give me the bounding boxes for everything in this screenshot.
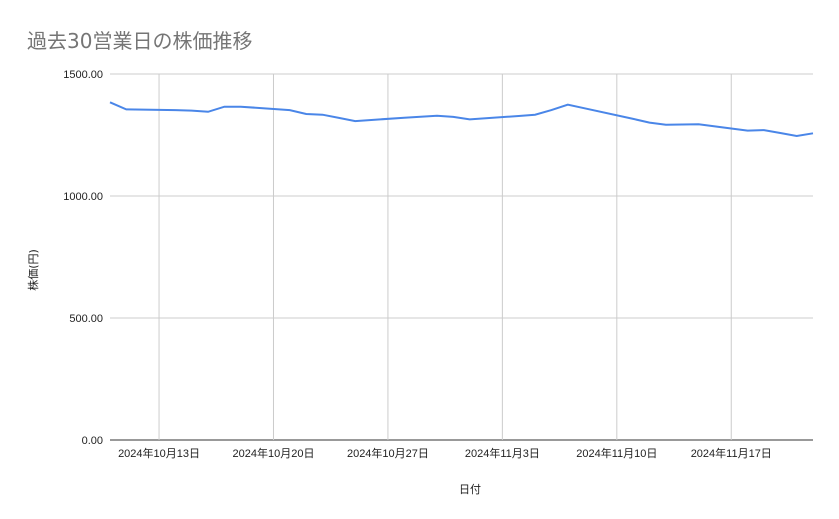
y-axis-label: 株価(円) xyxy=(26,249,40,291)
y-tick-label: 500.00 xyxy=(69,313,103,325)
x-tick-label: 2024年10月13日 xyxy=(118,446,200,460)
chart-title: 過去30営業日の株価推移 xyxy=(27,29,253,53)
y-tick-label: 1000.00 xyxy=(63,191,103,203)
x-tick-label: 2024年10月27日 xyxy=(347,446,429,460)
x-axis-label: 日付 xyxy=(459,483,481,496)
x-tick-label: 2024年11月10日 xyxy=(576,446,657,460)
y-tick-label: 1500.00 xyxy=(63,69,103,81)
x-tick-label: 2024年11月3日 xyxy=(465,446,540,460)
x-tick-label: 2024年11月17日 xyxy=(691,446,772,460)
y-tick-label: 0.00 xyxy=(82,435,103,447)
x-tick-label: 2024年10月20日 xyxy=(233,446,315,460)
series-line xyxy=(109,101,814,138)
